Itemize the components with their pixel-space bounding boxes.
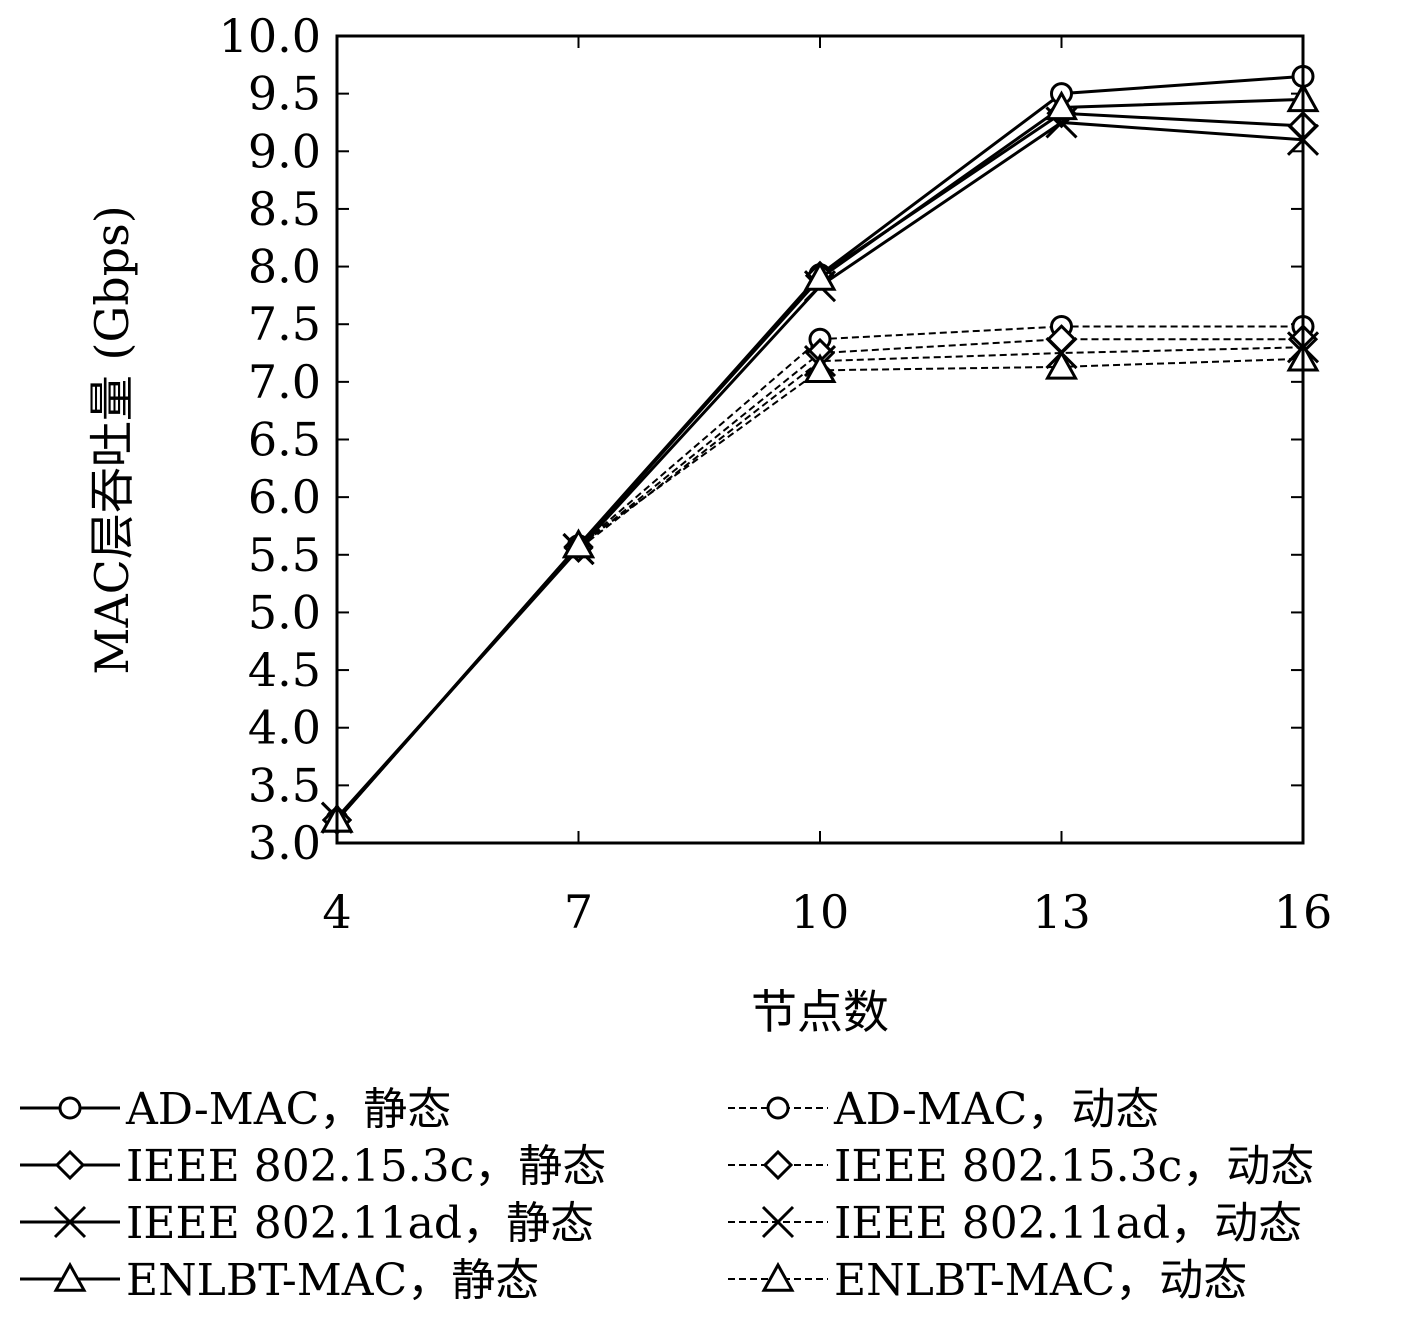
x-axis-title: 节点数 <box>751 985 889 1039</box>
legend-label: ENLBT-MAC，动态 <box>834 1255 1247 1306</box>
y-tick-label: 3.0 <box>248 816 321 870</box>
y-tick-label: 5.0 <box>248 585 321 639</box>
series-line <box>335 111 1304 821</box>
series-line <box>335 74 1304 821</box>
series-static-triangle <box>320 82 1320 833</box>
series-static-diamond <box>321 98 1319 836</box>
legend-label: IEEE 802.11ad，动态 <box>834 1198 1302 1249</box>
y-tick-label: 7.5 <box>248 297 321 351</box>
series-dynamic-diamond <box>321 324 1319 836</box>
plot-frame <box>335 34 1305 845</box>
legend-marker <box>761 1205 795 1239</box>
legend-item: ENLBT-MAC，静态 <box>20 1255 539 1306</box>
legend-label: IEEE 802.11ad，静态 <box>126 1198 594 1249</box>
series-dynamic-triangle <box>320 341 1320 833</box>
axis-ticks: 3.03.54.04.55.05.56.06.57.07.58.08.59.09… <box>219 9 1333 939</box>
legend-item: IEEE 802.11ad，静态 <box>20 1198 594 1249</box>
legend-label: ENLBT-MAC，静态 <box>126 1255 539 1306</box>
legend-item: ENLBT-MAC，动态 <box>728 1255 1247 1306</box>
legend-item: IEEE 802.11ad，动态 <box>728 1198 1302 1249</box>
series-line <box>336 325 1303 821</box>
data-point <box>803 353 837 384</box>
legend-marker <box>53 1261 87 1292</box>
y-tick-label: 3.5 <box>248 758 321 812</box>
y-tick-label: 8.5 <box>248 182 321 236</box>
x-tick-label: 4 <box>322 885 351 939</box>
y-tick-label: 9.5 <box>248 67 321 121</box>
legend-label: AD-MAC，静态 <box>125 1084 451 1135</box>
series-line <box>336 357 1304 821</box>
legend-item: IEEE 802.15.3c，动态 <box>728 1141 1314 1192</box>
legend: AD-MAC，静态 IEEE 802.15.3c，静态 IEEE 802.11ad，… <box>20 1084 1314 1306</box>
data-point <box>803 261 837 291</box>
y-tick-label: 6.5 <box>248 413 321 467</box>
legend-marker <box>58 1096 82 1120</box>
legend-marker <box>766 1096 790 1120</box>
legend-marker <box>761 1261 795 1292</box>
data-point <box>561 528 596 559</box>
y-tick-label: 5.5 <box>248 528 321 582</box>
y-tick-label: 8.0 <box>248 240 321 294</box>
data-point <box>1044 349 1079 380</box>
y-tick-label: 9.0 <box>248 124 321 178</box>
legend-marker <box>54 1149 86 1181</box>
y-tick-label: 10.0 <box>219 9 321 63</box>
series-line <box>336 346 1304 819</box>
legend-marker <box>53 1205 87 1239</box>
x-tick-label: 10 <box>791 885 850 939</box>
plot-series <box>320 64 1320 836</box>
x-tick-label: 13 <box>1032 885 1091 939</box>
legend-item: AD-MAC，动态 <box>728 1084 1159 1135</box>
legend-item: AD-MAC，静态 <box>20 1084 451 1135</box>
legend-label: AD-MAC，动态 <box>833 1084 1159 1135</box>
y-tick-label: 4.5 <box>248 643 321 697</box>
legend-item: IEEE 802.15.3c，静态 <box>20 1141 606 1192</box>
data-point <box>1044 90 1079 121</box>
series-dynamic-x <box>320 331 1320 834</box>
series-dynamic-circle <box>325 315 1315 832</box>
x-tick-label: 16 <box>1274 885 1333 939</box>
series-line <box>335 97 1304 821</box>
legend-label: IEEE 802.15.3c，静态 <box>126 1141 606 1192</box>
legend-marker <box>762 1149 794 1181</box>
y-tick-label: 6.0 <box>248 470 321 524</box>
series-static-x <box>320 106 1320 834</box>
y-tick-label: 7.0 <box>248 355 321 409</box>
series-line <box>336 338 1303 821</box>
x-tick-label: 7 <box>564 885 593 939</box>
series-line <box>335 120 1304 819</box>
series-static-circle <box>325 64 1315 832</box>
legend-label: IEEE 802.15.3c，动态 <box>834 1141 1314 1192</box>
y-tick-label: 4.0 <box>248 701 321 755</box>
y-axis-title: MAC层吞吐量 (Gbps) <box>85 205 139 674</box>
